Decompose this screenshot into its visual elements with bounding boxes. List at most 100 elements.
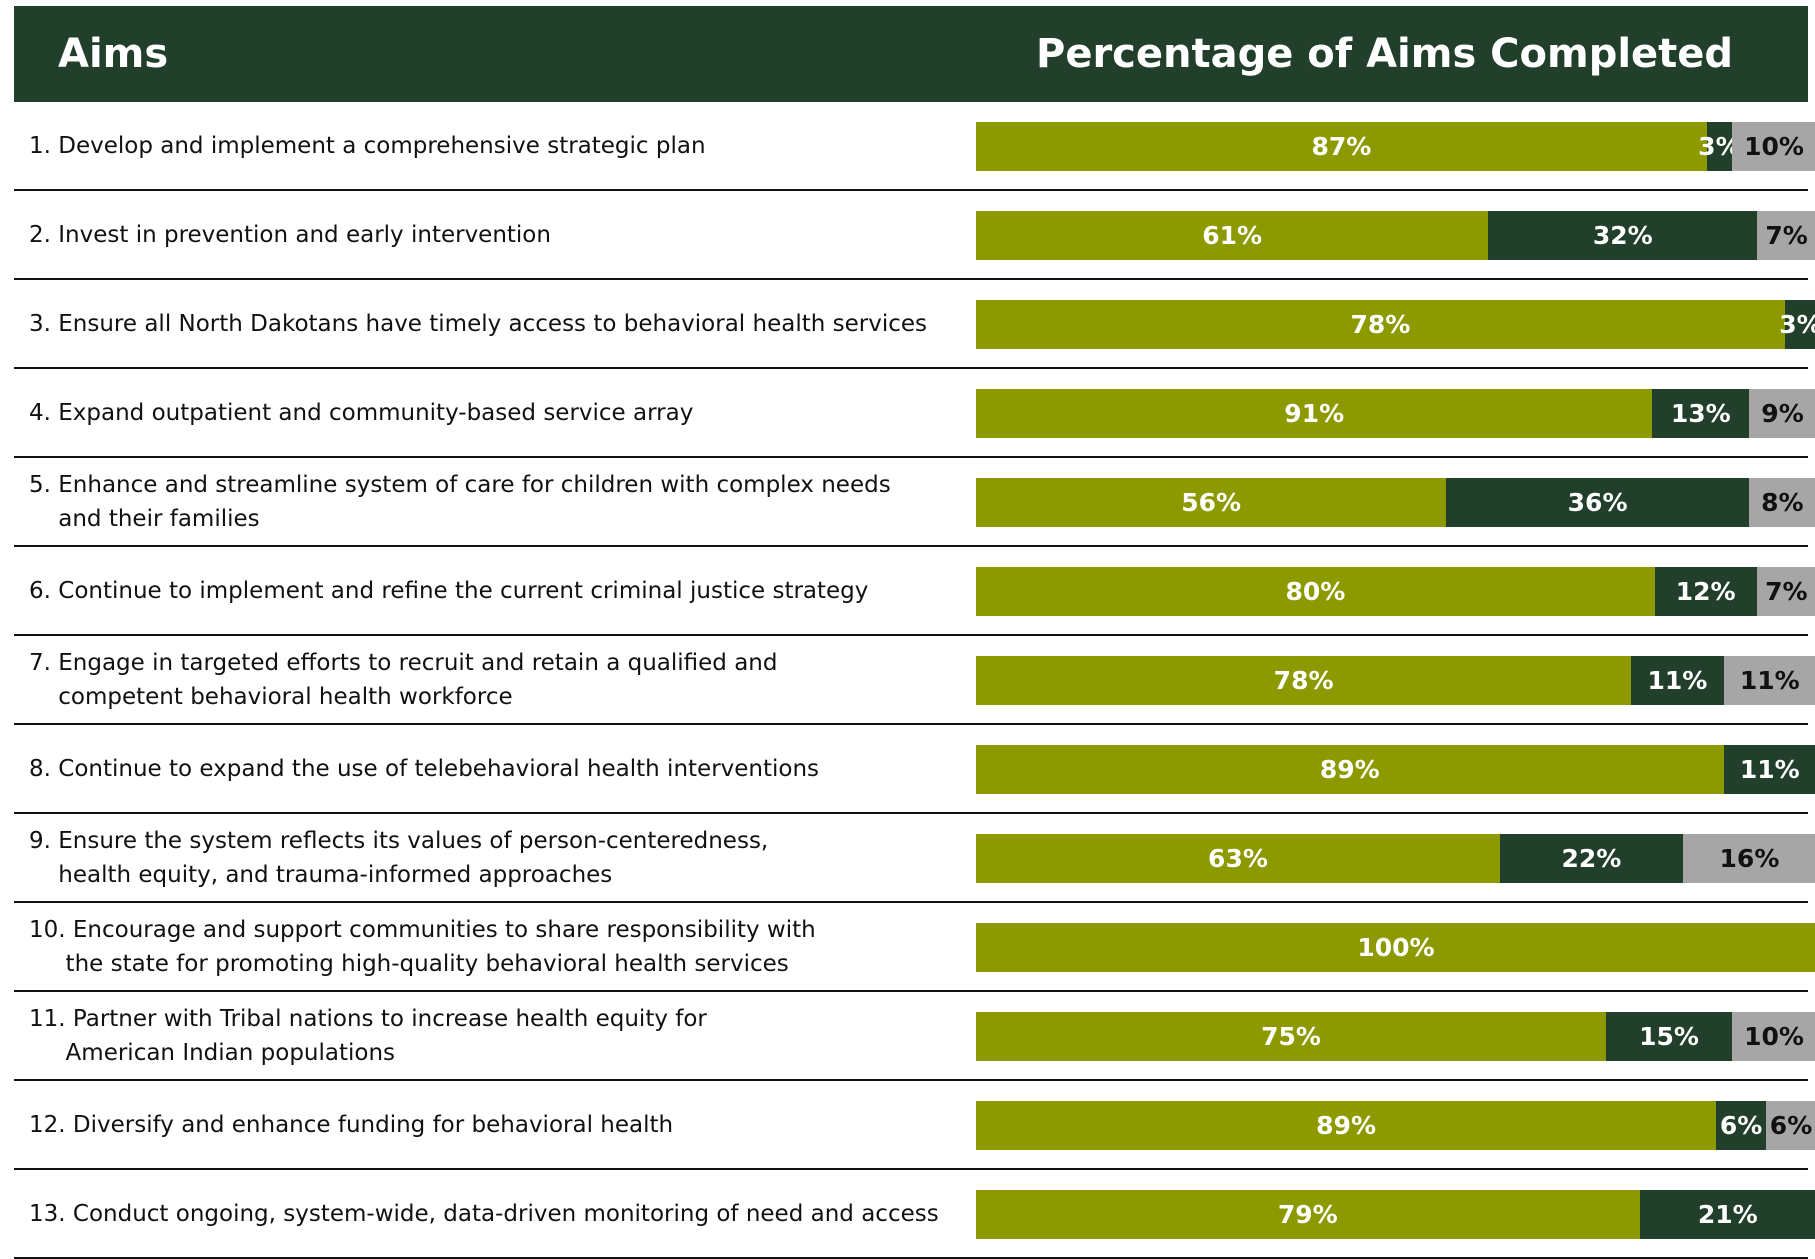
data-label: 36% [1567,488,1628,517]
aim-label: 12. Diversify and enhance funding for be… [29,1111,674,1138]
data-label: 6% [1769,1111,1813,1140]
data-label: 87% [1311,132,1372,161]
aim-label: 9. Ensure the system reflects its values… [29,827,769,888]
bar-segment: 12% [1654,567,1757,616]
aim-label: 3. Ensure all North Dakotans have timely… [29,310,927,337]
stacked-bar: 61% 32% 7% [976,211,1815,260]
data-label: 10% [1744,1022,1804,1051]
bar-segment: 89% [976,1101,1717,1150]
row: 7. Engage in targeted efforts to recruit… [14,636,1815,725]
bar-segment: 9% [1749,389,1815,438]
bar-segment: 8% [1748,478,1815,527]
bar-segment: 100% [976,923,1815,972]
aim-label: 2. Invest in prevention and early interv… [29,221,551,248]
data-label: 78% [1273,666,1334,695]
row: 4. Expand outpatient and community-based… [14,369,1815,458]
bar-segment: 11% [1723,656,1815,705]
row: 2. Invest in prevention and early interv… [14,191,1815,280]
bar-segment: 15% [1606,1012,1732,1061]
bar-segment: 6% [1716,1101,1767,1150]
data-label: 63% [1208,844,1268,873]
data-label: 21% [1697,1200,1758,1229]
data-label: 7% [1765,221,1808,250]
data-label: 75% [1261,1022,1321,1051]
aim-label: 8. Continue to expand the use of telebeh… [29,755,820,782]
bar-segment: 56% [976,478,1447,527]
bar-segment: 78% [976,300,1785,349]
aim-label: 11. Partner with Tribal nations to incre… [29,1005,707,1066]
stacked-bar: 78% 11% 11% [976,656,1815,705]
bar-segment: 7% [1757,211,1815,260]
aim-label: 5. Enhance and streamline system of care… [29,471,891,532]
data-label: 12% [1675,577,1736,606]
data-label: 11% [1647,666,1708,695]
row: 10. Encourage and support communities to… [14,903,1815,992]
bar-segment: 63% [976,834,1500,883]
row: 13. Conduct ongoing, system-wide, data-d… [14,1170,1815,1259]
data-label: 79% [1277,1200,1338,1229]
bar-segment: 75% [976,1012,1606,1061]
data-label: 11% [1739,666,1800,695]
stacked-bar: 78% 3% [976,300,1815,349]
stacked-bar: 89% 6% 6% [976,1101,1815,1150]
bar-segment: 10% [1731,122,1815,171]
bar-segment: 36% [1446,478,1749,527]
bar-segment: 7% [1756,567,1815,616]
row: 12. Diversify and enhance funding for be… [14,1081,1815,1170]
data-label: 78% [1350,310,1411,339]
bar-segment: 80% [976,567,1655,616]
bar-segment: 91% [976,389,1653,438]
data-label: 89% [1316,1111,1377,1140]
data-label: 7% [1765,577,1808,606]
data-label: 61% [1202,221,1263,250]
header-right: Percentage of Aims Completed [1036,31,1734,77]
data-label: 8% [1761,488,1804,517]
stacked-bar: 91% 13% 9% [976,389,1815,438]
stacked-bar: 80% 12% 7% [976,567,1815,616]
stacked-bar: 75% 15% 10% [976,1012,1815,1061]
bar-segment: 13% [1652,389,1750,438]
bar-segment: 32% [1488,211,1758,260]
bar-segment: 61% [976,211,1489,260]
data-label: 32% [1592,221,1653,250]
bar-segment: 10% [1732,1012,1815,1061]
stacked-bar: 89% 11% [976,745,1815,794]
bar-segment: 3% [1779,300,1815,349]
data-label: 16% [1719,844,1780,873]
stacked-bar: 79% 21% [976,1190,1815,1239]
header-left: Aims [58,31,169,77]
stacked-bar: 63% 22% 16% [976,834,1815,883]
stacked-bar: 56% 36% 8% [976,478,1815,527]
data-label: 6% [1719,1111,1763,1140]
aim-label: 7. Engage in targeted efforts to recruit… [29,649,778,710]
bar-segment: 11% [1723,745,1815,794]
bar-segment: 16% [1682,834,1815,883]
data-label: 100% [1357,933,1435,962]
stacked-bar: 87% 3% 10% [976,122,1815,171]
aim-label: 10. Encourage and support communities to… [29,916,816,977]
data-label: 91% [1284,399,1345,428]
data-label: 56% [1181,488,1242,517]
aim-label: 6. Continue to implement and refine the … [29,577,869,604]
data-label: 10% [1744,132,1804,161]
header: Aims Percentage of Aims Completed [14,6,1808,102]
data-label: 15% [1639,1022,1699,1051]
data-label: 3% [1779,310,1815,339]
bar-segment: 79% [976,1190,1640,1239]
row: 6. Continue to implement and refine the … [14,547,1815,636]
row: 8. Continue to expand the use of telebeh… [14,725,1815,814]
stacked-bar: 100% [976,923,1815,972]
bar-segment: 22% [1499,834,1683,883]
data-label: 89% [1319,755,1380,784]
row: 11. Partner with Tribal nations to incre… [14,992,1815,1081]
aim-label: 4. Expand outpatient and community-based… [29,399,694,426]
bar-segment: 3% [1698,122,1741,171]
row: 1. Develop and implement a comprehensive… [14,102,1815,191]
bar-segment: 78% [976,656,1632,705]
bar-segment: 89% [976,745,1724,794]
bar-segment: 21% [1639,1190,1815,1239]
data-label: 22% [1561,844,1622,873]
bar-segment: 87% [976,122,1707,171]
bar-segment: 11% [1631,656,1724,705]
